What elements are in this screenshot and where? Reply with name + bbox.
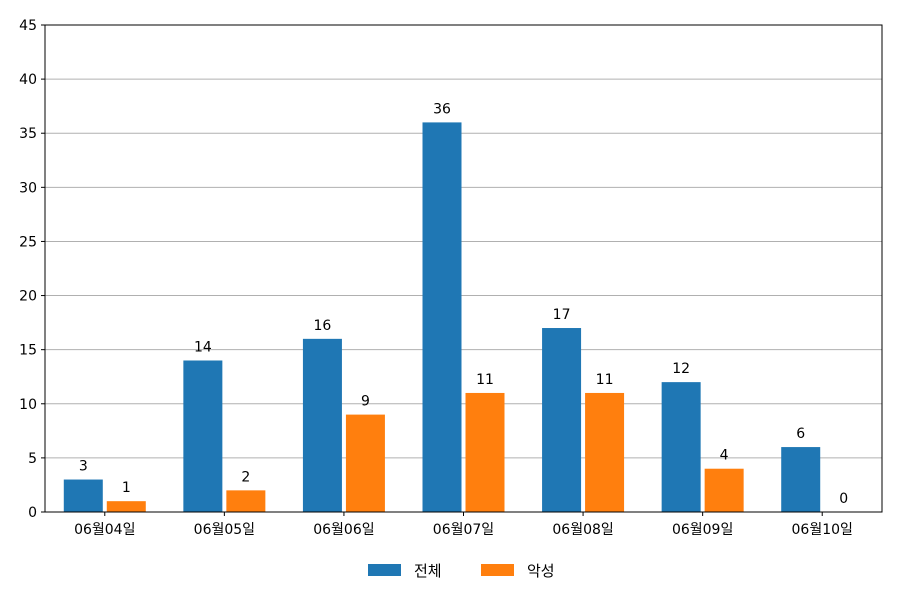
y-tick-label: 45 [19, 18, 37, 34]
y-tick-label: 15 [19, 343, 37, 359]
x-tick-label: 06월04일 [74, 522, 135, 538]
data-label: 17 [553, 307, 571, 323]
bar-total [183, 360, 223, 512]
y-tick-label: 40 [19, 72, 37, 88]
y-tick-label: 20 [19, 289, 37, 305]
bar-total [63, 479, 103, 512]
bars [63, 122, 821, 513]
data-label: 9 [361, 394, 370, 410]
legend: 전체 악성 [368, 562, 555, 580]
y-tick-label: 35 [19, 126, 37, 142]
x-tick-label: 06월08일 [552, 522, 613, 538]
data-label: 0 [839, 491, 848, 507]
bar-total [302, 338, 342, 512]
bar-total [661, 382, 701, 512]
x-tick-label: 06월09일 [672, 522, 733, 538]
bar-total [781, 447, 821, 512]
bar-malicious [345, 414, 385, 512]
bar-total [542, 328, 582, 512]
y-tick-label: 5 [28, 451, 37, 467]
data-label: 11 [476, 372, 494, 388]
gridlines [45, 78, 882, 459]
x-tick-label: 06월07일 [433, 522, 494, 538]
legend-label: 전체 [414, 562, 442, 580]
data-label: 36 [433, 101, 451, 117]
legend-swatch [481, 564, 514, 576]
y-tick-label: 10 [19, 397, 37, 413]
x-tick-label: 06월05일 [194, 522, 255, 538]
x-tick-label: 06월10일 [792, 522, 853, 538]
data-label: 3 [79, 459, 88, 475]
bar-malicious [465, 392, 505, 512]
legend-swatch [368, 564, 401, 576]
y-tick-label: 25 [19, 234, 37, 250]
data-label: 12 [672, 361, 690, 377]
plot-frame [44, 24, 883, 513]
bar-malicious [226, 490, 266, 512]
x-axis: 06월04일 06월05일 06월06일 06월07일 06월08일 06월09일 06월1… [74, 512, 853, 538]
bar-malicious [585, 392, 625, 512]
data-label: 1 [122, 480, 131, 496]
bar-total [422, 122, 462, 513]
y-tick-label: 0 [28, 505, 37, 521]
data-label: 16 [314, 318, 332, 334]
bar-malicious [704, 468, 744, 512]
data-label: 4 [720, 448, 729, 464]
data-label: 2 [241, 469, 250, 485]
legend-label: 악성 [527, 562, 555, 580]
x-tick-label: 06월06일 [313, 522, 374, 538]
y-axis: 0 5 10 15 20 25 30 35 40 45 [19, 18, 45, 521]
y-tick-label: 30 [19, 180, 37, 196]
data-label: 11 [596, 372, 614, 388]
data-labels: 3 1 14 2 16 9 36 11 17 11 12 4 6 0 [79, 101, 848, 507]
data-label: 6 [796, 426, 805, 442]
bar-malicious [106, 501, 146, 512]
data-label: 14 [194, 339, 212, 355]
